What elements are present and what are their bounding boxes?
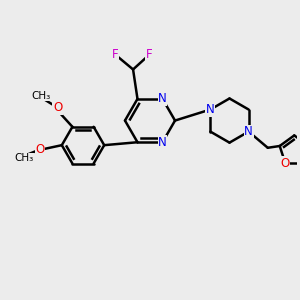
- Text: CH₃: CH₃: [14, 153, 33, 164]
- Text: F: F: [146, 48, 153, 61]
- Text: N: N: [206, 103, 215, 116]
- Text: CH₃: CH₃: [31, 91, 50, 101]
- Text: O: O: [35, 143, 44, 156]
- Text: N: N: [244, 125, 253, 138]
- Text: O: O: [280, 157, 290, 169]
- Text: N: N: [158, 92, 167, 105]
- Text: N: N: [158, 136, 167, 149]
- Text: O: O: [53, 101, 62, 114]
- Text: F: F: [112, 48, 119, 61]
